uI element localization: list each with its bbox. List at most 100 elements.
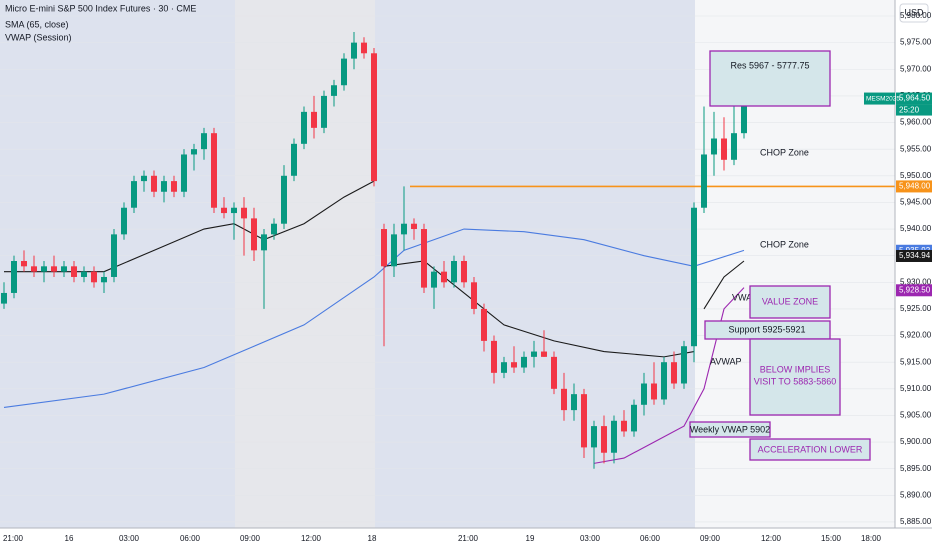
price-label-bg <box>896 180 932 193</box>
candle-body <box>421 229 427 288</box>
x-tick-label: 03:00 <box>119 534 140 543</box>
symbol-bg <box>864 92 895 105</box>
candle-body <box>121 207 127 235</box>
annotation: CHOP Zone <box>760 147 809 157</box>
title: Micro E-mini S&P 500 Index Futures · 30 … <box>5 3 196 13</box>
candle-body <box>721 138 727 160</box>
candle-body <box>541 351 547 357</box>
annotation: VALUE ZONE <box>762 296 818 306</box>
annotation: Weekly VWAP 5902 <box>690 424 770 434</box>
candle-body <box>611 420 617 453</box>
candle-body <box>71 266 77 277</box>
price-label-bg <box>896 284 932 297</box>
x-tick-label: 19 <box>526 534 535 543</box>
indicator: VWAP (Session) <box>5 32 72 42</box>
candle-body <box>371 53 377 182</box>
candle-body <box>351 42 357 59</box>
candle-body <box>1 292 7 304</box>
y-tick-label: 5,910.00 <box>900 384 932 393</box>
price-label: 5,948.00 <box>899 182 931 191</box>
candle-body <box>531 351 537 357</box>
candle-body <box>211 133 217 208</box>
candle-body <box>51 266 57 272</box>
candle-body <box>341 58 347 86</box>
x-tick-label: 15:00 <box>821 534 842 543</box>
candle-body <box>231 207 237 214</box>
y-tick-label: 5,980.00 <box>900 11 932 20</box>
y-tick-label: 5,885.00 <box>900 517 932 526</box>
candle-body <box>201 133 207 150</box>
countdown: 25:20 <box>899 106 920 115</box>
price-axis <box>895 0 932 550</box>
candle-body <box>161 181 167 192</box>
candle-body <box>11 260 17 293</box>
y-tick-label: 5,900.00 <box>900 437 932 446</box>
annotation: CHOP Zone <box>760 239 809 249</box>
y-tick-label: 5,975.00 <box>900 38 932 47</box>
candle-body <box>291 143 297 176</box>
candle-body <box>671 362 677 384</box>
candle-body <box>431 271 437 288</box>
candle-body <box>511 362 517 368</box>
candle-body <box>691 207 697 347</box>
y-tick-label: 5,970.00 <box>900 64 932 73</box>
box <box>749 338 841 416</box>
candle-body <box>391 234 397 267</box>
candle-body <box>631 404 637 432</box>
price-label: 5,928.50 <box>899 285 931 294</box>
y-tick-label: 5,940.00 <box>900 224 932 233</box>
candle-body <box>411 223 417 230</box>
candle-body <box>221 207 227 214</box>
candle-body <box>701 154 707 208</box>
candle-body <box>551 356 557 389</box>
candle-body <box>451 260 457 283</box>
annotation: BELOW IMPLIES <box>760 364 831 374</box>
candle-body <box>501 362 507 373</box>
candle-body <box>571 394 577 411</box>
candle-body <box>81 271 87 277</box>
candle-body <box>481 308 487 341</box>
candle-body <box>181 154 187 192</box>
indicator: SMA (65, close) <box>5 19 69 29</box>
candle-body <box>621 420 627 432</box>
session-shade <box>235 0 375 528</box>
candle-body <box>381 229 387 267</box>
candle-body <box>131 181 137 208</box>
candle-body <box>41 266 47 272</box>
price-label-bg <box>896 92 932 105</box>
candle-body <box>111 234 117 277</box>
candle-body <box>741 98 747 134</box>
candle-body <box>401 223 407 235</box>
candle-body <box>101 276 107 283</box>
candle-body <box>441 271 447 283</box>
y-tick-label: 5,920.00 <box>900 331 932 340</box>
candle-body <box>641 383 647 405</box>
annotation: Res 5967 - 5777.75 <box>730 60 809 70</box>
candle-body <box>521 356 527 368</box>
x-tick-label: 21:00 <box>458 534 479 543</box>
candle-body <box>321 95 327 128</box>
y-tick-label: 5,950.00 <box>900 171 932 180</box>
candle-body <box>361 42 367 54</box>
candle-body <box>31 266 37 272</box>
y-tick-label: 5,915.00 <box>900 357 932 366</box>
x-tick-label: 06:00 <box>640 534 661 543</box>
x-tick-label: 09:00 <box>700 534 721 543</box>
annotation: Support 5925-5921 <box>728 324 805 334</box>
y-tick-label: 5,905.00 <box>900 411 932 420</box>
candle-body <box>491 340 497 373</box>
candle-body <box>461 260 467 283</box>
y-tick-label: 5,925.00 <box>900 304 932 313</box>
x-tick-label: 12:00 <box>301 534 322 543</box>
candle-body <box>731 133 737 160</box>
x-tick-label: 18 <box>368 534 377 543</box>
currency-button[interactable] <box>899 3 929 23</box>
candle-body <box>681 346 687 384</box>
candle-body <box>331 85 337 96</box>
candle-body <box>261 234 267 251</box>
x-tick-label: 09:00 <box>240 534 261 543</box>
box <box>689 421 771 438</box>
price-label-bg <box>896 249 932 262</box>
y-tick-label: 5,960.00 <box>900 118 932 127</box>
